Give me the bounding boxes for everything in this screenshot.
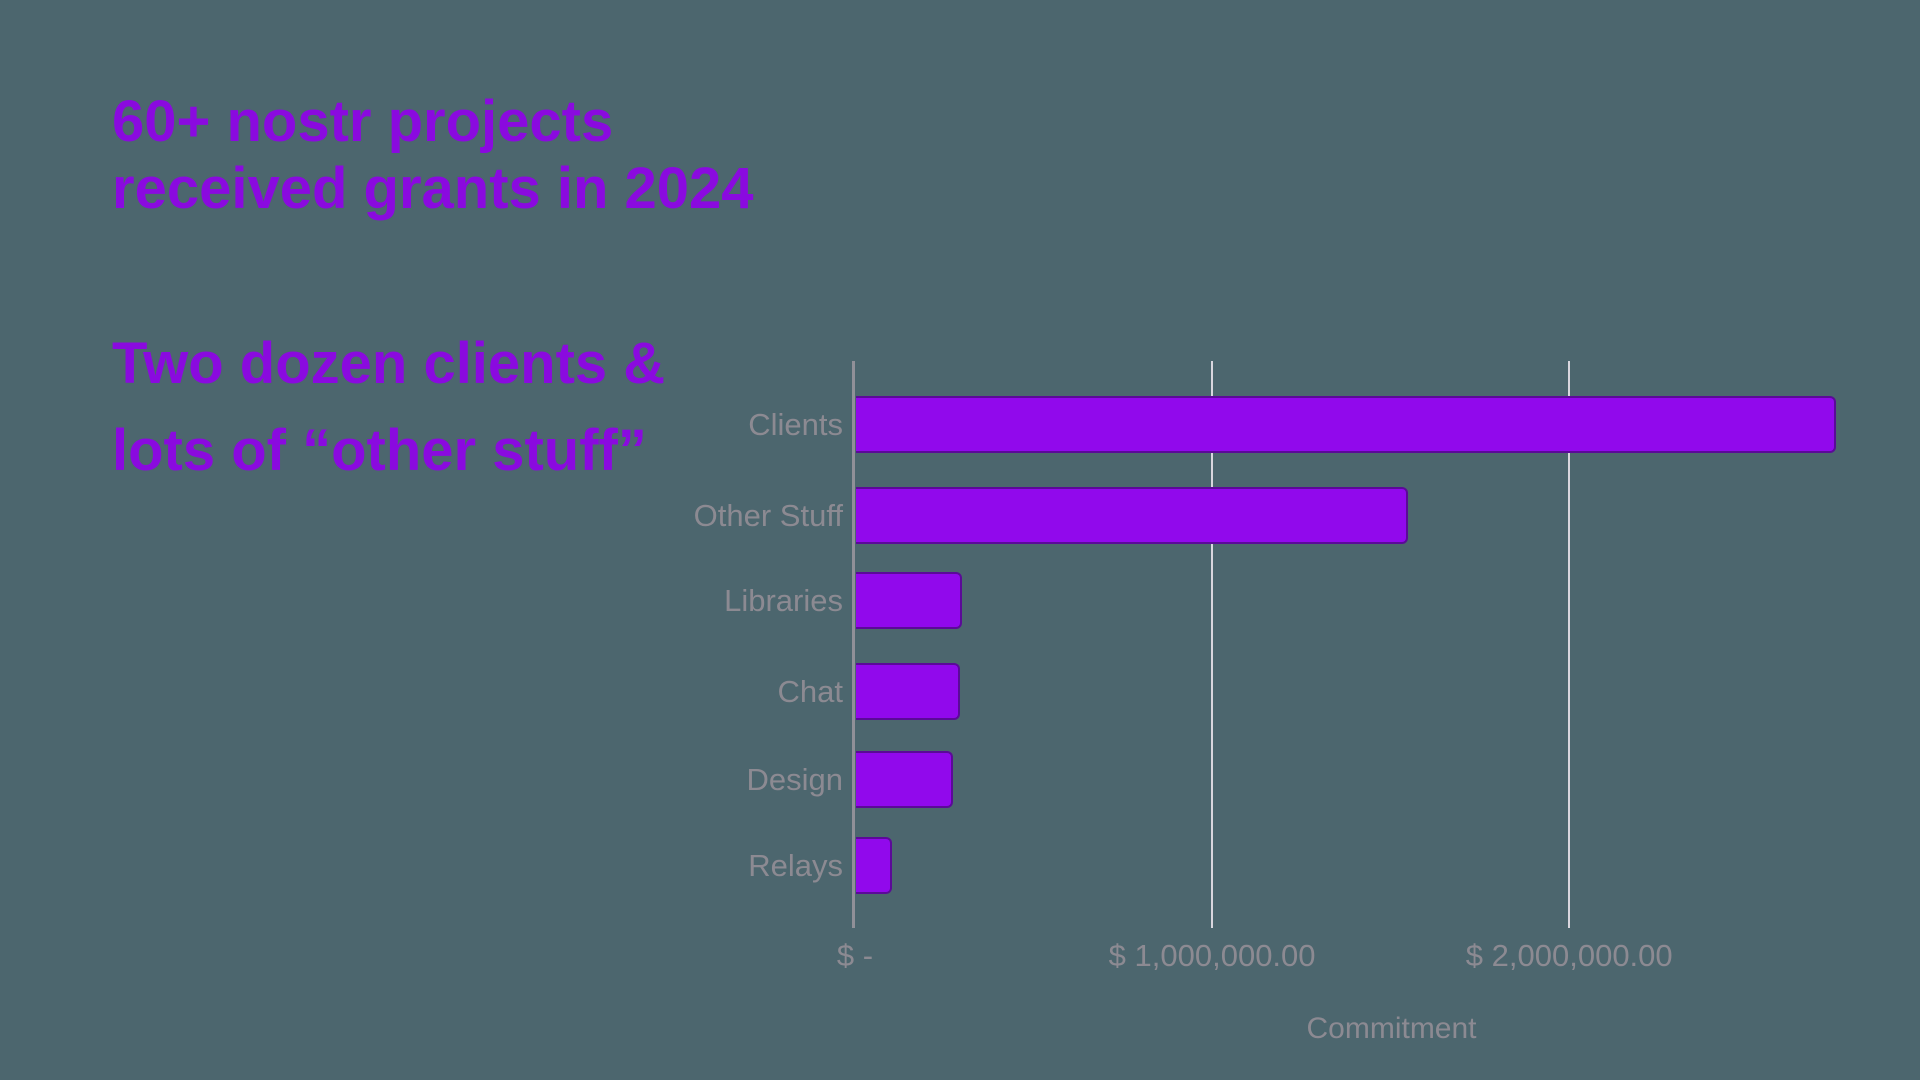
category-label-chat: Chat — [777, 674, 843, 709]
commitment-bar-chart: Commitment $ - $ 1,000,000.00 $ 2,000,000.… — [0, 361, 1920, 1080]
y-axis-line — [852, 361, 855, 928]
category-label-other-stuff: Other Stuff — [693, 498, 843, 533]
bar-relays — [856, 837, 892, 894]
category-label-relays: Relays — [748, 848, 843, 883]
slide-title: 60+ nostr projects received grants in 20… — [112, 88, 754, 222]
slide-subtitle-line-2: lots of “other stuff” — [112, 418, 647, 483]
x-tick-label-0: $ - — [836, 938, 874, 973]
bar-design — [856, 751, 953, 808]
x-tick-label-2000000: $ 2,000,000.00 — [1465, 938, 1673, 973]
slide-subtitle-line-1: Two dozen clients & — [112, 331, 666, 396]
slide-title-line-1: 60+ nostr projects — [112, 89, 614, 154]
x-axis-title: Commitment — [1306, 1012, 1477, 1045]
bar-clients — [856, 396, 1836, 453]
slide-subtitle: Two dozen clients & lots of “other stuff… — [112, 320, 665, 494]
bar-chat — [856, 663, 960, 720]
category-label-design: Design — [746, 762, 844, 797]
gridline-1000000 — [1211, 361, 1214, 928]
slide-title-line-2: received grants in 2024 — [112, 156, 754, 221]
category-label-clients: Clients — [748, 407, 843, 442]
category-label-libraries: Libraries — [724, 583, 843, 618]
bar-libraries — [856, 572, 962, 629]
gridline-2000000 — [1568, 361, 1571, 928]
x-tick-label-1000000: $ 1,000,000.00 — [1108, 938, 1316, 973]
bar-other-stuff — [856, 487, 1408, 544]
